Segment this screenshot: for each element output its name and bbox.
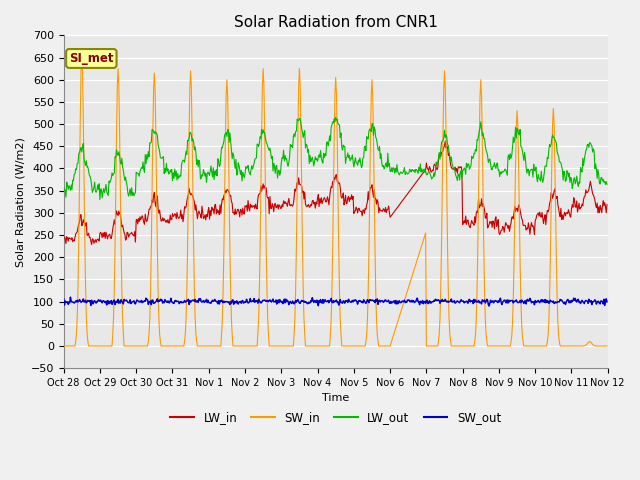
Legend: LW_in, SW_in, LW_out, SW_out: LW_in, SW_in, LW_out, SW_out bbox=[166, 407, 506, 429]
Title: Solar Radiation from CNR1: Solar Radiation from CNR1 bbox=[234, 15, 438, 30]
Y-axis label: Solar Radiation (W/m2): Solar Radiation (W/m2) bbox=[15, 137, 25, 267]
Text: SI_met: SI_met bbox=[69, 52, 113, 65]
X-axis label: Time: Time bbox=[322, 394, 349, 404]
